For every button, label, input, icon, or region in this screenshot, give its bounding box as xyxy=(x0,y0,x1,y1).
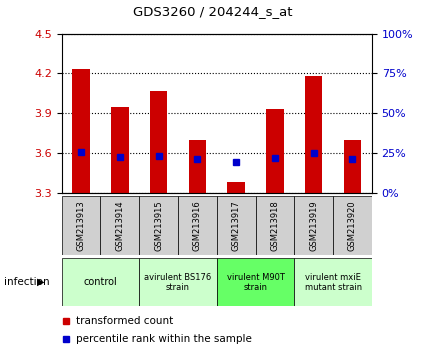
Bar xyxy=(62,196,100,255)
Text: avirulent BS176
strain: avirulent BS176 strain xyxy=(144,273,212,292)
Bar xyxy=(178,196,217,255)
Bar xyxy=(139,258,217,306)
Bar xyxy=(294,258,372,306)
Text: infection: infection xyxy=(4,277,50,287)
Bar xyxy=(150,91,167,193)
Bar xyxy=(189,140,206,193)
Text: virulent mxiE
mutant strain: virulent mxiE mutant strain xyxy=(305,273,362,292)
Bar xyxy=(217,196,255,255)
Text: transformed count: transformed count xyxy=(76,316,173,326)
Text: GDS3260 / 204244_s_at: GDS3260 / 204244_s_at xyxy=(133,5,292,18)
Bar xyxy=(255,196,294,255)
Bar xyxy=(111,107,128,193)
Bar xyxy=(266,109,283,193)
Text: ▶: ▶ xyxy=(37,276,44,287)
Text: GSM213919: GSM213919 xyxy=(309,200,318,251)
Bar xyxy=(139,196,178,255)
Text: GSM213920: GSM213920 xyxy=(348,200,357,251)
Text: control: control xyxy=(84,277,117,287)
Text: percentile rank within the sample: percentile rank within the sample xyxy=(76,334,252,344)
Bar xyxy=(344,140,361,193)
Text: virulent M90T
strain: virulent M90T strain xyxy=(227,273,284,292)
Text: GSM213918: GSM213918 xyxy=(270,200,279,251)
Bar xyxy=(217,258,294,306)
Text: GSM213914: GSM213914 xyxy=(115,200,124,251)
Bar xyxy=(227,182,245,193)
Bar xyxy=(100,196,139,255)
Bar xyxy=(294,196,333,255)
Text: GSM213917: GSM213917 xyxy=(232,200,241,251)
Bar xyxy=(62,258,139,306)
Text: GSM213916: GSM213916 xyxy=(193,200,202,251)
Bar xyxy=(305,76,323,193)
Bar xyxy=(333,196,372,255)
Text: GSM213915: GSM213915 xyxy=(154,200,163,251)
Bar xyxy=(72,69,90,193)
Text: GSM213913: GSM213913 xyxy=(76,200,85,251)
